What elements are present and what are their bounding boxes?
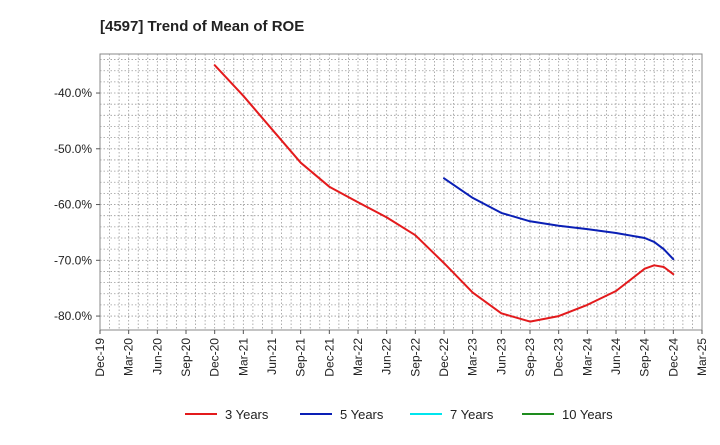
x-tick-label: Sep-21 [294, 338, 308, 377]
x-tick-label: Dec-24 [666, 338, 680, 377]
x-tick-label: Sep-24 [638, 338, 652, 377]
y-tick-label: -80.0% [54, 309, 92, 323]
chart-title: [4597] Trend of Mean of ROE [100, 18, 304, 35]
series-line-5-years [443, 177, 675, 261]
series-lines [213, 64, 675, 323]
legend-label: 5 Years [340, 407, 384, 422]
y-tick-label: -40.0% [54, 86, 92, 100]
x-tick-label: Jun-22 [380, 338, 394, 375]
x-tick-label: Jun-21 [265, 338, 279, 375]
series-line-3-years [213, 64, 675, 323]
x-tick-label: Mar-24 [580, 338, 594, 376]
x-tick-label: Jun-23 [494, 338, 508, 375]
x-tick-label: Mar-23 [466, 338, 480, 376]
x-tick-label: Dec-22 [437, 338, 451, 377]
legend-label: 10 Years [562, 407, 613, 422]
x-tick-label: Jun-24 [609, 338, 623, 375]
x-tick-label: Dec-23 [552, 338, 566, 377]
x-tick-label: Dec-19 [93, 338, 107, 377]
x-tick-label: Mar-25 [695, 338, 709, 376]
x-tick-label: Mar-22 [351, 338, 365, 376]
axis-ticks: -40.0% -50.0% -60.0% -70.0% -80.0% Dec-19 Mar-… [54, 86, 709, 377]
x-tick-label: Dec-21 [322, 338, 336, 377]
x-tick-label: Sep-20 [179, 338, 193, 377]
y-tick-label: -70.0% [54, 253, 92, 267]
x-tick-label: Sep-22 [408, 338, 422, 377]
plot-area [99, 53, 703, 331]
legend-label: 3 Years [225, 407, 269, 422]
x-tick-label: Jun-20 [150, 338, 164, 375]
legend-label: 7 Years [450, 407, 494, 422]
y-tick-label: -60.0% [54, 198, 92, 212]
x-tick-label: Mar-21 [236, 338, 250, 376]
y-tick-label: -50.0% [54, 142, 92, 156]
x-tick-label: Sep-23 [523, 338, 537, 377]
legend: 3 Years 5 Years 7 Years 10 Years [185, 407, 613, 422]
x-tick-label: Dec-20 [208, 338, 222, 377]
x-tick-label: Mar-20 [122, 338, 136, 376]
